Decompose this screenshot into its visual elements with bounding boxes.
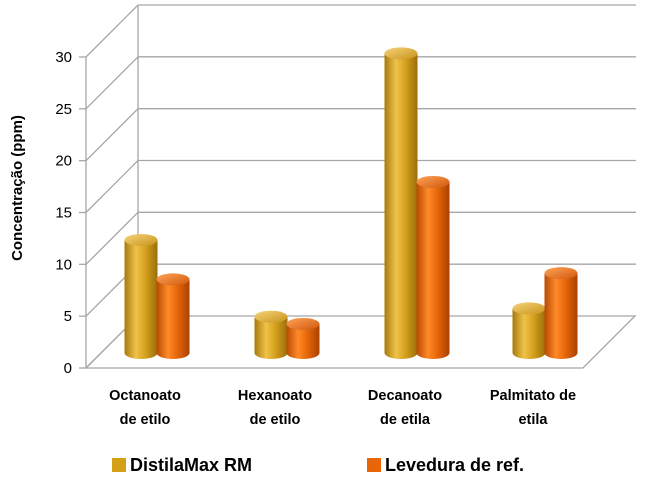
- y-axis-ticks: 0 5 10 15 20 25 30: [55, 49, 86, 377]
- bar-levedura-3: [544, 267, 578, 359]
- y-tick-label: 15: [55, 205, 72, 222]
- x-axis-categories: Octanoato de etilo Hexanoato de etilo Decano…: [109, 388, 576, 428]
- bar-top: [416, 175, 450, 188]
- bar-body: [124, 240, 158, 359]
- bars: [124, 47, 578, 360]
- bar-top: [124, 234, 158, 247]
- gridline-diagonal: [85, 108, 139, 162]
- bar-top: [156, 273, 190, 286]
- gridline-diagonal: [85, 56, 139, 110]
- bar-top: [254, 310, 288, 323]
- bar-top: [286, 317, 320, 330]
- bar-distilamax-0: [124, 234, 158, 359]
- category-label: Decanoato de etila: [368, 388, 442, 428]
- bar-top: [384, 47, 418, 60]
- legend-item-levedura: Levedura de ref.: [367, 455, 524, 475]
- bar-body: [544, 273, 578, 359]
- legend-swatch: [112, 458, 126, 472]
- bar-levedura-0: [156, 273, 190, 359]
- legend-item-distilamax: DistilaMax RM: [112, 455, 252, 475]
- y-tick-label: 20: [55, 153, 72, 170]
- bar-distilamax-1: [254, 310, 288, 359]
- legend-label: DistilaMax RM: [130, 455, 252, 475]
- y-axis-label: Concentração (ppm): [9, 115, 26, 261]
- gridline-diagonal: [85, 4, 139, 58]
- y-tick-label: 5: [64, 308, 72, 325]
- bar-distilamax-3: [512, 302, 546, 359]
- bar-body: [416, 181, 450, 359]
- category-label: Hexanoato de etilo: [238, 388, 312, 428]
- bar-levedura-1: [286, 317, 320, 359]
- category-label: Palmitato de etila: [490, 388, 576, 428]
- gridline-diagonal: [85, 211, 139, 265]
- legend-swatch: [367, 458, 381, 472]
- bar-top: [512, 302, 546, 315]
- bar-distilamax-2: [384, 47, 418, 360]
- y-tick-label: 30: [55, 49, 72, 66]
- legend-label: Levedura de ref.: [385, 455, 524, 475]
- bar-body: [254, 316, 288, 359]
- gridline-diagonal: [85, 160, 139, 213]
- bar-levedura-2: [416, 175, 450, 359]
- y-tick-label: 10: [55, 256, 72, 273]
- legend: DistilaMax RM Levedura de ref.: [112, 455, 524, 475]
- bar-top: [544, 267, 578, 280]
- y-tick-label: 0: [64, 360, 72, 377]
- bar-body: [156, 279, 190, 359]
- bar-body: [384, 53, 418, 360]
- bar-body: [512, 308, 546, 359]
- y-tick-label: 25: [55, 101, 72, 118]
- category-label: Octanoato de etilo: [109, 388, 181, 428]
- bar-body: [286, 323, 320, 359]
